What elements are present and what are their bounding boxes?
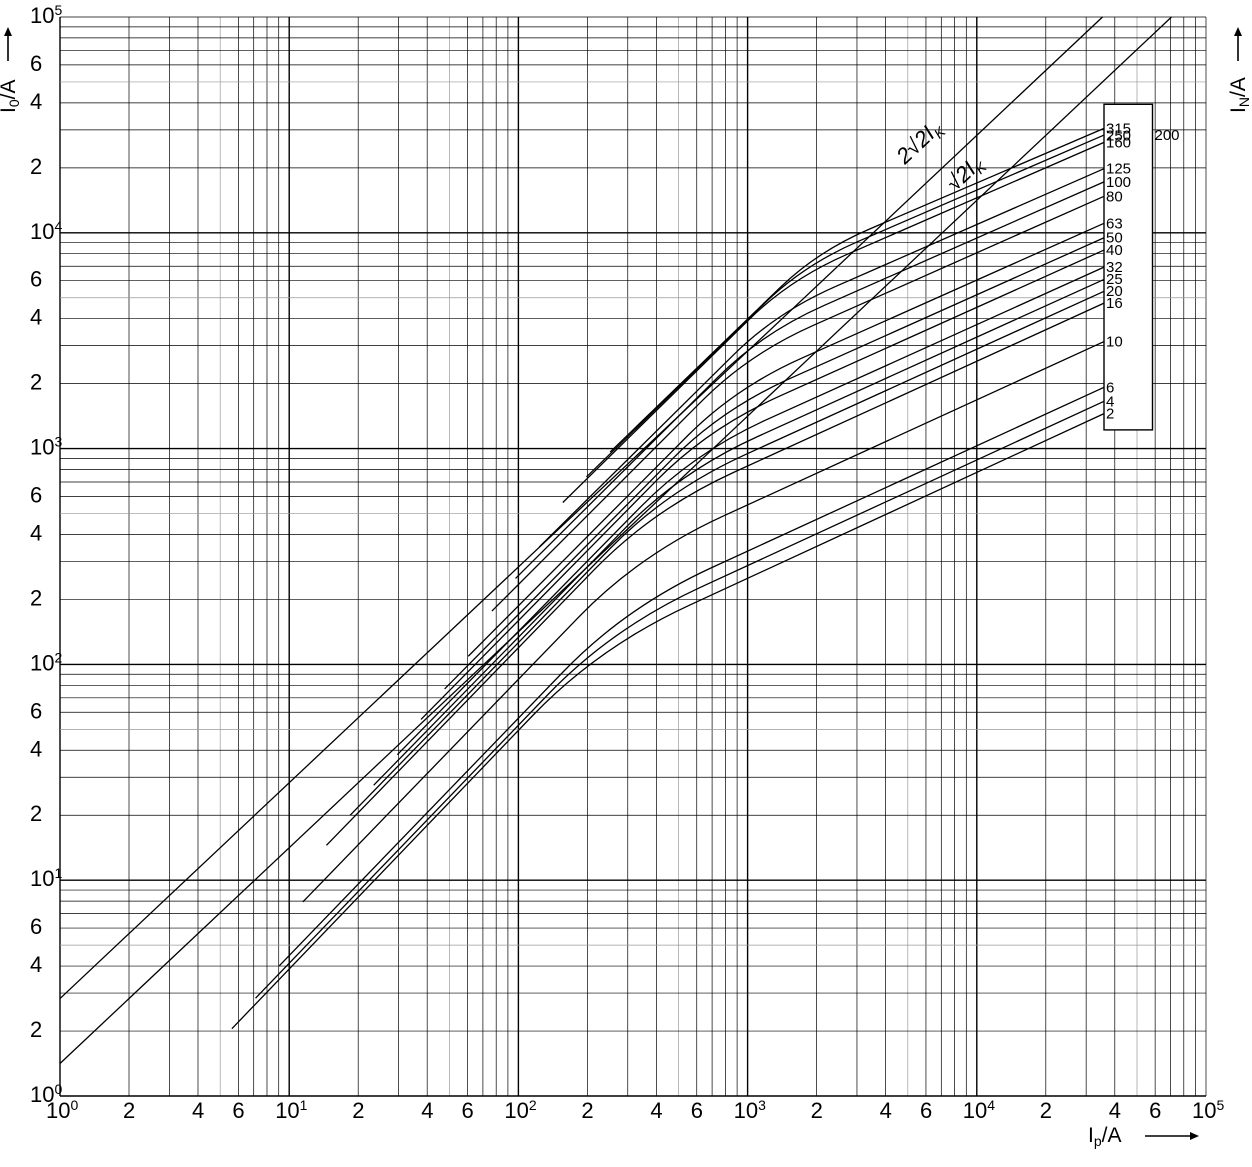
svg-text:4: 4: [880, 1098, 892, 1123]
svg-text:6: 6: [920, 1098, 932, 1123]
svg-text:2: 2: [811, 1098, 823, 1123]
svg-text:6: 6: [1149, 1098, 1161, 1123]
svg-text:6: 6: [462, 1098, 474, 1123]
svg-text:6: 6: [30, 914, 42, 939]
svg-text:16: 16: [1106, 295, 1123, 312]
svg-text:40: 40: [1106, 242, 1123, 259]
svg-text:2: 2: [352, 1098, 364, 1123]
svg-text:4: 4: [30, 736, 42, 761]
svg-text:6: 6: [232, 1098, 244, 1123]
svg-text:4: 4: [192, 1098, 204, 1123]
svg-text:80: 80: [1106, 188, 1123, 205]
svg-text:2: 2: [30, 801, 42, 826]
svg-text:4: 4: [650, 1098, 662, 1123]
svg-text:4: 4: [421, 1098, 433, 1123]
svg-text:2: 2: [30, 370, 42, 395]
svg-text:6: 6: [30, 482, 42, 507]
svg-text:I0/A: I0/A: [0, 80, 22, 113]
svg-text:2: 2: [1106, 406, 1114, 423]
svg-text:6: 6: [30, 267, 42, 292]
svg-text:4: 4: [1109, 1098, 1121, 1123]
svg-text:2: 2: [30, 585, 42, 610]
svg-text:10: 10: [1106, 334, 1123, 351]
svg-text:2: 2: [581, 1098, 593, 1123]
svg-text:Ip/A: Ip/A: [1088, 1124, 1121, 1149]
svg-text:2: 2: [30, 154, 42, 179]
svg-text:2: 2: [123, 1098, 135, 1123]
svg-text:200: 200: [1155, 127, 1180, 144]
svg-text:4: 4: [30, 89, 42, 114]
svg-text:6: 6: [30, 51, 42, 76]
svg-text:2: 2: [1040, 1098, 1052, 1123]
svg-text:6: 6: [691, 1098, 703, 1123]
svg-text:160: 160: [1106, 135, 1131, 152]
svg-text:IN/A: IN/A: [1227, 77, 1252, 113]
svg-text:6: 6: [30, 698, 42, 723]
svg-text:4: 4: [30, 520, 42, 545]
svg-text:4: 4: [30, 952, 42, 977]
svg-text:2: 2: [30, 1017, 42, 1042]
svg-text:4: 4: [30, 305, 42, 330]
